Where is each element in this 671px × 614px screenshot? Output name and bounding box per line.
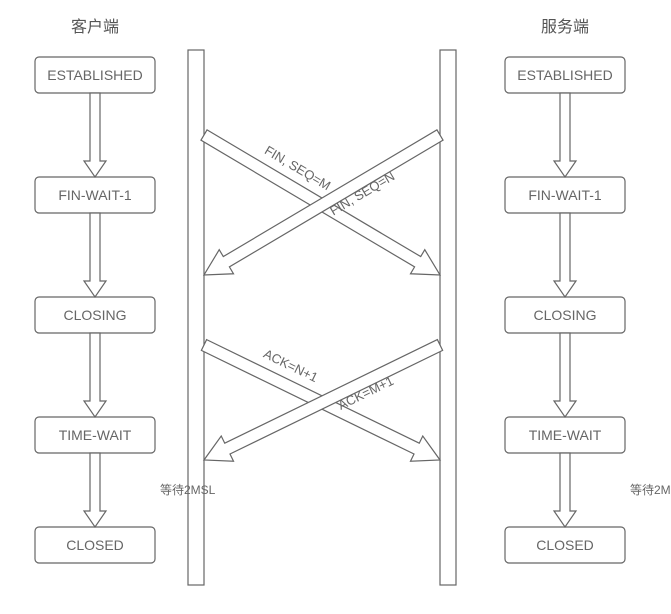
client-lifeline <box>188 50 204 585</box>
down-arrow <box>554 213 576 297</box>
down-arrow <box>84 453 106 527</box>
client-title: 客户端 <box>71 18 119 36</box>
server-state-label: CLOSED <box>536 537 594 553</box>
client-state-label: TIME-WAIT <box>59 427 132 443</box>
down-arrow <box>554 453 576 527</box>
server-state-label: ESTABLISHED <box>517 67 612 83</box>
client-state-label: FIN-WAIT-1 <box>58 187 132 203</box>
down-arrow <box>554 333 576 417</box>
server-state-label: FIN-WAIT-1 <box>528 187 602 203</box>
down-arrow <box>84 93 106 177</box>
client-state-label: ESTABLISHED <box>47 67 142 83</box>
server-state-label: TIME-WAIT <box>529 427 602 443</box>
client-wait-label: 等待2MSL <box>160 483 216 497</box>
down-arrow <box>84 213 106 297</box>
server-lifeline <box>440 50 456 585</box>
client-state-label: CLOSED <box>66 537 124 553</box>
down-arrow <box>554 93 576 177</box>
down-arrow <box>84 333 106 417</box>
server-title: 服务端 <box>541 18 589 36</box>
server-state-label: CLOSING <box>533 307 596 323</box>
client-state-label: CLOSING <box>63 307 126 323</box>
server-wait-label: 等待2MSL <box>630 483 671 497</box>
